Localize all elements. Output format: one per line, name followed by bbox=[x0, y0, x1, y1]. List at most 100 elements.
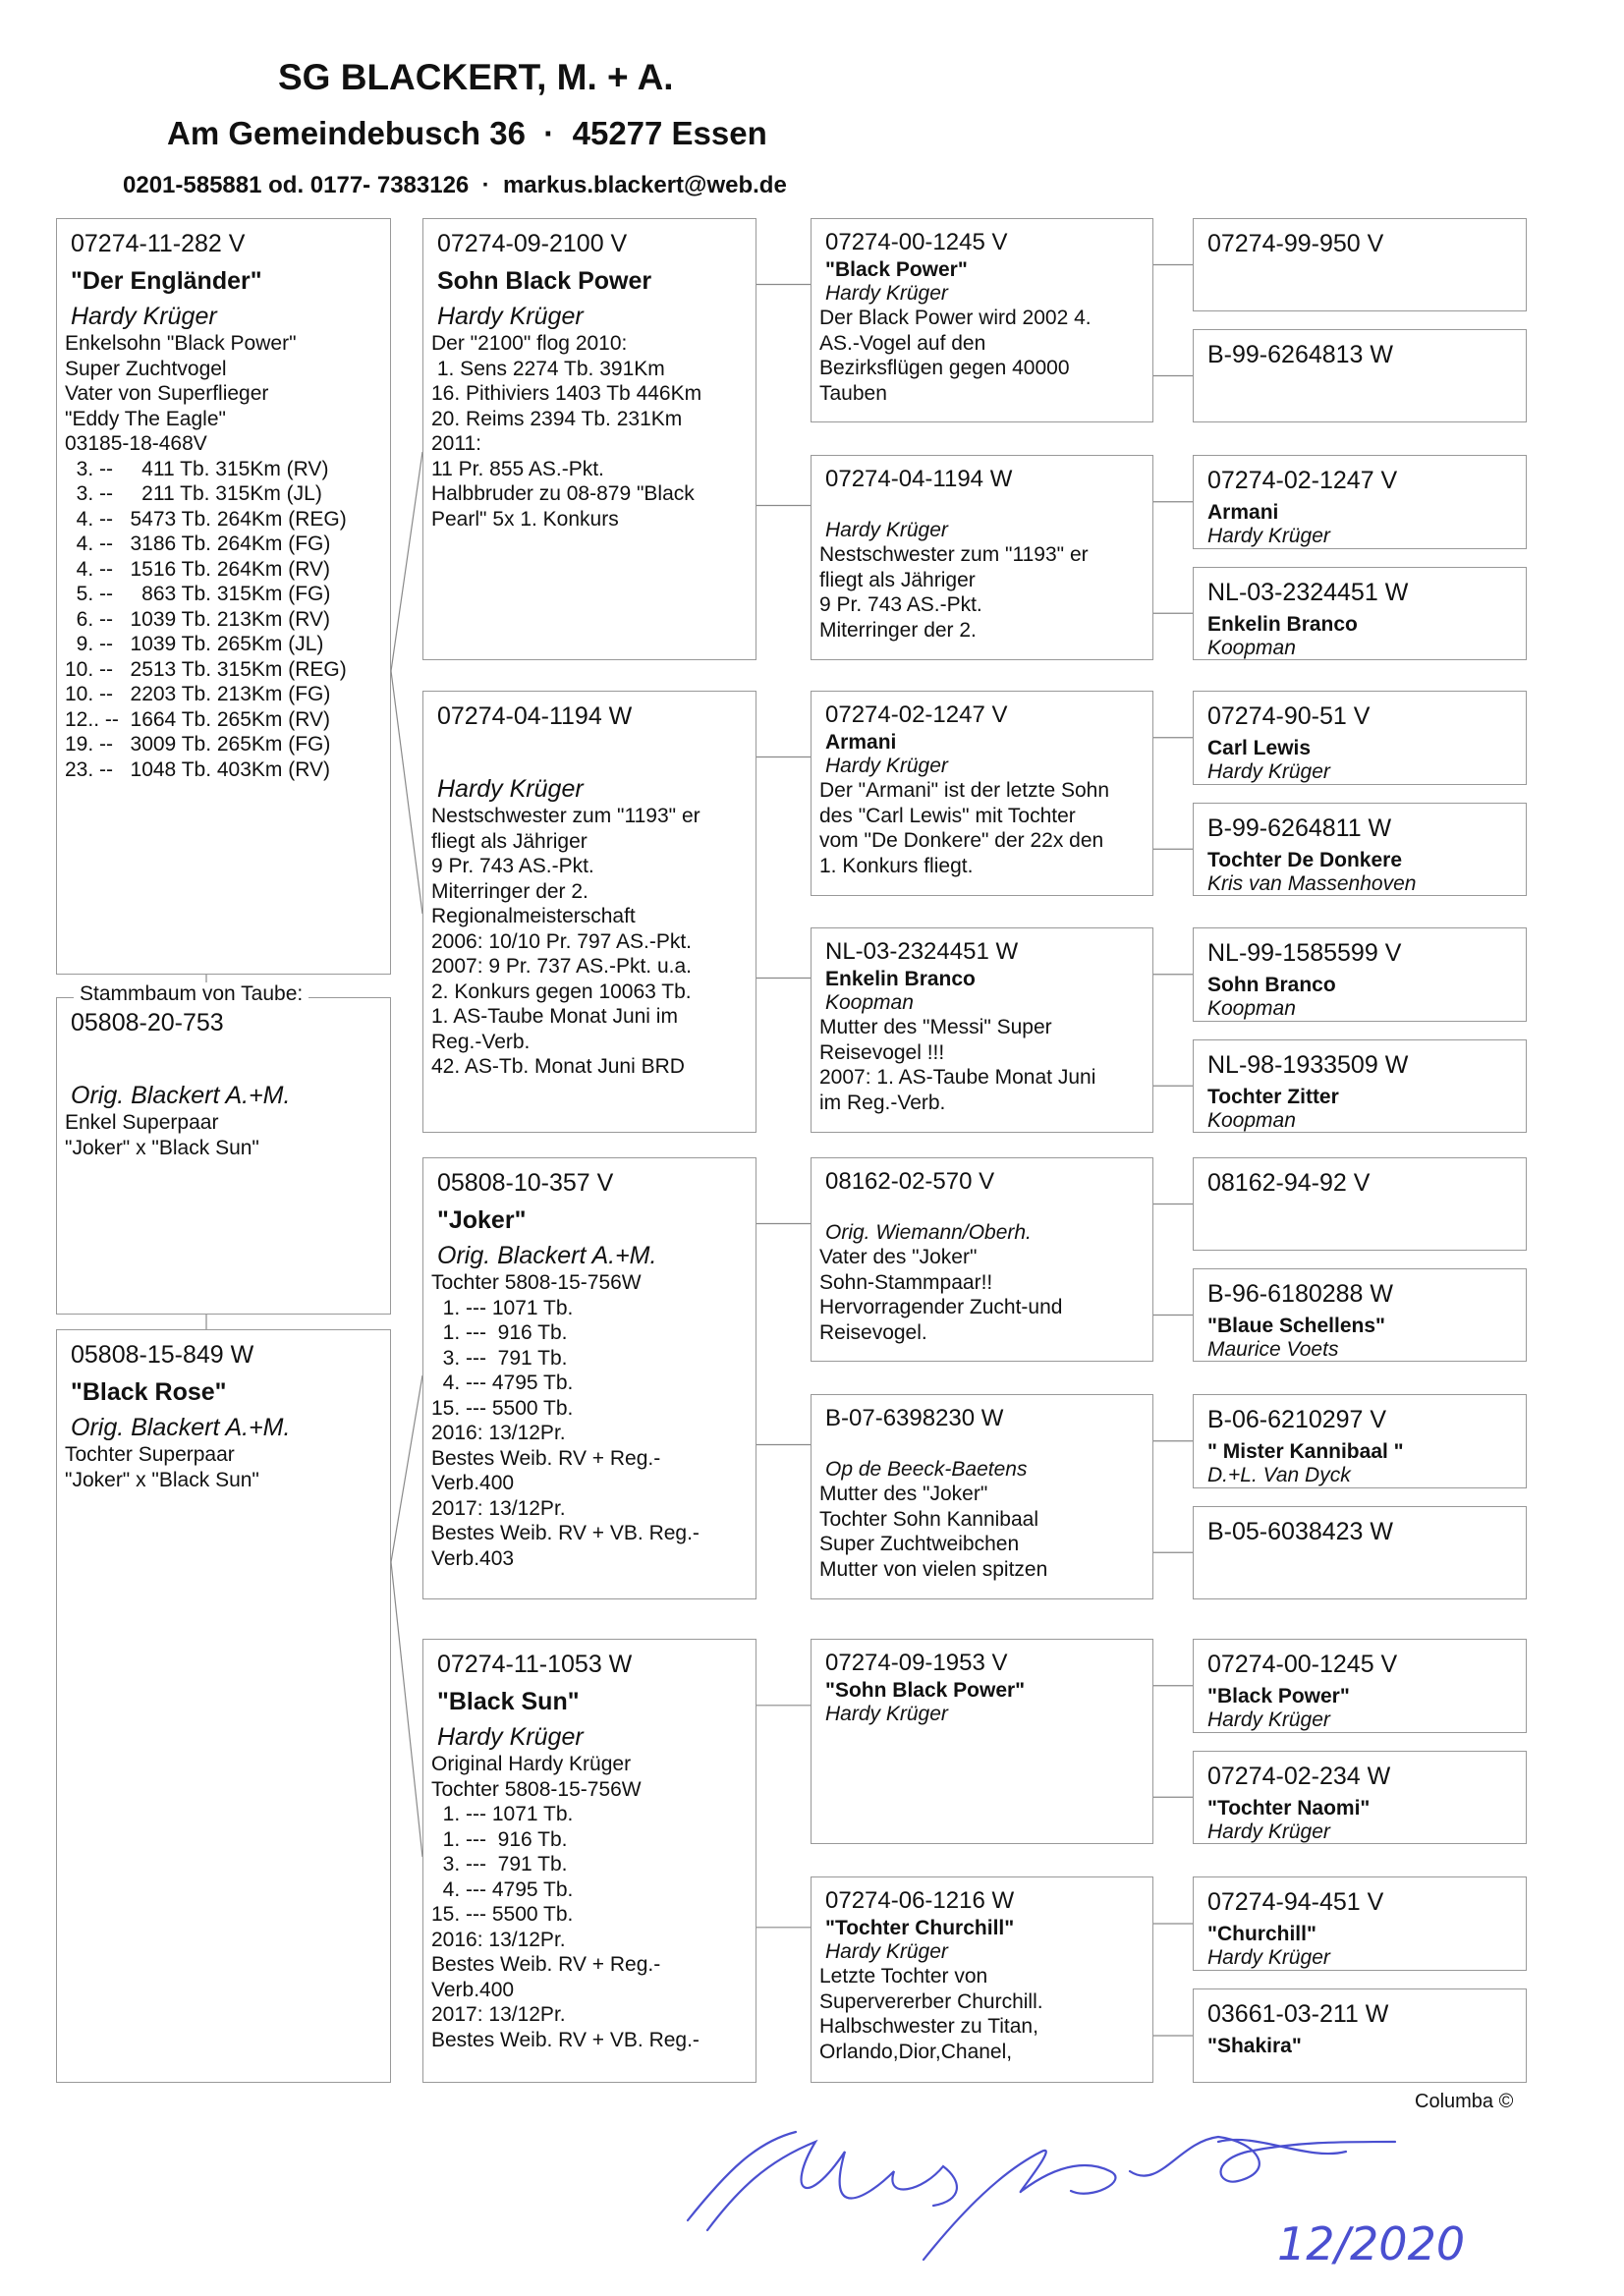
pigeon-name: "Black Power" bbox=[825, 258, 968, 281]
pigeon-name bbox=[1207, 1204, 1518, 1227]
ring-number: 03661-03-211 W bbox=[1207, 2000, 1389, 2028]
breeder-name: Orig. Blackert A.+M. bbox=[71, 1414, 291, 1441]
breeder-name: Orig. Blackert A.+M. bbox=[437, 1242, 657, 1269]
connector-line bbox=[390, 1561, 423, 1858]
pigeon-card-gen3: 07274-04-1194 W Hardy Krüger Nestschwester… bbox=[811, 455, 1153, 660]
pigeon-card-gen3: NL-03-2324451 W Enkelin Branco Koopman Mutt… bbox=[811, 927, 1153, 1133]
breeder-name: Koopman bbox=[1207, 1108, 1296, 1132]
pigeon-card-gen4: 07274-00-1245 V "Black Power" Hardy Krüger bbox=[1193, 1639, 1527, 1733]
pigeon-card-gen2: 07274-09-2100 V Sohn Black Power Hardy Krü… bbox=[422, 218, 756, 660]
performance-notes: Der Black Power wird 2002 4. AS.-Vogel a… bbox=[819, 307, 1092, 405]
pigeon-name bbox=[1207, 264, 1518, 288]
ring-number: 07274-99-950 V bbox=[1207, 230, 1384, 257]
ring-number: B-99-6264811 W bbox=[1207, 813, 1392, 842]
pigeon-name bbox=[825, 1434, 1145, 1458]
ring-number: 05808-20-753 bbox=[71, 1009, 224, 1036]
ring-number: 07274-02-1247 V bbox=[825, 701, 1008, 728]
breeder-name: Hardy Krüger bbox=[1207, 525, 1330, 547]
pigeon-card-gen3: 07274-02-1247 V Armani Hardy Krüger Der "Ar… bbox=[811, 691, 1153, 896]
breeder-name: Hardy Krüger bbox=[825, 282, 948, 305]
pigeon-name: "Black Power" bbox=[1207, 1685, 1350, 1708]
pigeon-name: "Black Sun" bbox=[437, 1688, 580, 1715]
breeder-name: Hardy Krüger bbox=[1207, 1820, 1330, 1843]
pigeon-card-gen4: B-06-6210297 V " Mister Kannibaal " D.+L. … bbox=[1193, 1394, 1527, 1488]
pigeon-name bbox=[1207, 1552, 1518, 1576]
pigeon-name: "Shakira" bbox=[1207, 2035, 1302, 2057]
performance-notes: Mutter des "Joker" Tochter Sohn Kannibaa… bbox=[819, 1483, 1048, 1581]
pigeon-name bbox=[437, 739, 748, 768]
breeder-name: Hardy Krüger bbox=[437, 303, 584, 330]
performance-notes: Enkelsohn "Black Power" Super Zuchtvogel… bbox=[65, 332, 347, 781]
pigeon-name: Sohn Branco bbox=[1207, 974, 1336, 996]
ring-number: B-06-6210297 V bbox=[1207, 1406, 1387, 1433]
pigeon-card-gen3: 08162-02-570 V Orig. Wiemann/Oberh. Vater … bbox=[811, 1157, 1153, 1362]
pigeon-name: "Tochter Naomi" bbox=[1207, 1796, 1371, 1820]
ring-number: 07274-04-1194 W bbox=[825, 466, 1013, 492]
performance-notes: Mutter des "Messi" Super Reisevogel !!! … bbox=[819, 1016, 1096, 1114]
pigeon-card-gen4: NL-03-2324451 W Enkelin Branco Koopman bbox=[1193, 566, 1527, 660]
breeder-name: Koopman bbox=[825, 991, 914, 1014]
pigeon-name: " Mister Kannibaal " bbox=[1207, 1440, 1404, 1463]
pigeon-card-gen4: B-96-6180288 W "Blaue Schellens" Maurice V… bbox=[1193, 1268, 1527, 1362]
ring-number: 07274-00-1245 V bbox=[825, 229, 1008, 255]
ring-number: 07274-09-2100 V bbox=[437, 230, 628, 257]
performance-notes: Original Hardy Krüger Tochter 5808-15-75… bbox=[431, 1753, 700, 2051]
pigeon-card-gen4: B-99-6264813 WKris van Massenhoven bbox=[1193, 329, 1527, 422]
handwritten-date: 12/2020 bbox=[1277, 2217, 1465, 2270]
performance-notes: Letzte Tochter von Supervererber Churchi… bbox=[819, 1965, 1043, 2063]
pigeon-card-gen3: 07274-06-1216 W "Tochter Churchill" Hardy … bbox=[811, 1876, 1153, 2083]
ring-number: 05808-10-357 V bbox=[437, 1169, 614, 1197]
breeder-name: Hardy Krüger bbox=[825, 519, 948, 541]
ring-number: 07274-90-51 V bbox=[1207, 702, 1371, 730]
pigeon-name: "Der Engländer" bbox=[71, 267, 262, 295]
ring-number: 07274-09-1953 V bbox=[825, 1650, 1008, 1676]
connector-line bbox=[390, 1374, 423, 1563]
handwritten-signature: 12/2020 bbox=[686, 2130, 1465, 2270]
pigeon-card-gen3: B-07-6398230 W Op de Beeck-Baetens Mutter … bbox=[811, 1394, 1153, 1599]
pigeon-card-gen4: 08162-94-92 VJanssen bbox=[1193, 1157, 1527, 1251]
ring-number: B-05-6038423 W bbox=[1207, 1517, 1394, 1545]
connector-line bbox=[390, 451, 423, 672]
pigeon-name: Armani bbox=[825, 731, 897, 754]
pigeon-card-gen4: 07274-90-51 V Carl Lewis Hardy Krüger bbox=[1193, 691, 1527, 785]
pigeon-name bbox=[825, 495, 1145, 519]
performance-notes: Vater des "Joker" Sohn-Stammpaar!! Hervo… bbox=[819, 1246, 1063, 1344]
ring-number: NL-98-1933509 W bbox=[1207, 1050, 1409, 1079]
ring-number: 07274-00-1245 V bbox=[1207, 1651, 1398, 1678]
breeder-name: Hardy Krüger bbox=[71, 303, 217, 330]
ring-number: 07274-02-234 W bbox=[1207, 1762, 1391, 1790]
breeder-name: Hardy Krüger bbox=[437, 1723, 584, 1751]
breeder-name: Hardy Krüger bbox=[825, 1940, 948, 1963]
pigeon-card-gen4: NL-98-1933509 W Tochter Zitter Koopman bbox=[1193, 1038, 1527, 1133]
pigeon-name: "Black Rose" bbox=[71, 1378, 227, 1406]
pigeon-card-gen4: B-99-6264811 W Tochter De Donkere Kris van… bbox=[1193, 802, 1527, 896]
breeder-name: Orig. Wiemann/Oberh. bbox=[825, 1221, 1032, 1244]
pigeon-card-gen4: 07274-02-1247 V Armani Hardy Krüger bbox=[1193, 455, 1527, 549]
breeder-name: Maurice Voets bbox=[1207, 1338, 1339, 1361]
pigeon-card-gen3: 07274-09-1953 V "Sohn Black Power" Hardy K… bbox=[811, 1639, 1153, 1844]
pigeon-card-gen1: 07274-11-282 V "Der Engländer" Hardy Krüge… bbox=[56, 218, 391, 975]
pigeon-name: Tochter De Donkere bbox=[1207, 848, 1402, 871]
copyright-label: Columba © bbox=[1415, 2091, 1514, 2112]
pigeon-name: Armani bbox=[1207, 501, 1279, 524]
ring-number: B-99-6264813 W bbox=[1207, 341, 1394, 368]
breeder-contact: 0201-585881 od. 0177- 7383126 · markus.b… bbox=[123, 172, 787, 198]
ring-number: 05808-15-849 W bbox=[71, 1341, 254, 1369]
breeder-name: Orig. Blackert A.+M. bbox=[71, 1082, 291, 1109]
breeder-name: Koopman bbox=[1207, 997, 1296, 1020]
connector-line bbox=[390, 670, 423, 915]
pigeon-card-gen2: 07274-04-1194 W Hardy Krüger Nestschwester… bbox=[422, 691, 756, 1133]
pigeon-card-gen4: B-05-6038423 W bbox=[1193, 1505, 1527, 1599]
pigeon-card-gen2: 07274-11-1053 W "Black Sun" Hardy Krüger Or… bbox=[422, 1639, 756, 2083]
pigeon-name: "Joker" bbox=[437, 1206, 527, 1234]
pigeon-name: Tochter Zitter bbox=[1207, 1085, 1339, 1108]
ring-number: 07274-94-451 V bbox=[1207, 1888, 1384, 1916]
pigeon-name: "Churchill" bbox=[1207, 1923, 1316, 1945]
pigeon-name: "Sohn Black Power" bbox=[825, 1679, 1026, 1702]
ring-number: 08162-02-570 V bbox=[825, 1168, 995, 1195]
pigeon-name: Enkelin Branco bbox=[1207, 612, 1358, 636]
ring-number: 07274-11-282 V bbox=[71, 230, 246, 257]
pigeon-card-gen2: 05808-10-357 V "Joker" Orig. Blackert A.+M… bbox=[422, 1157, 756, 1599]
pigeon-name: "Tochter Churchill" bbox=[825, 1917, 1015, 1939]
